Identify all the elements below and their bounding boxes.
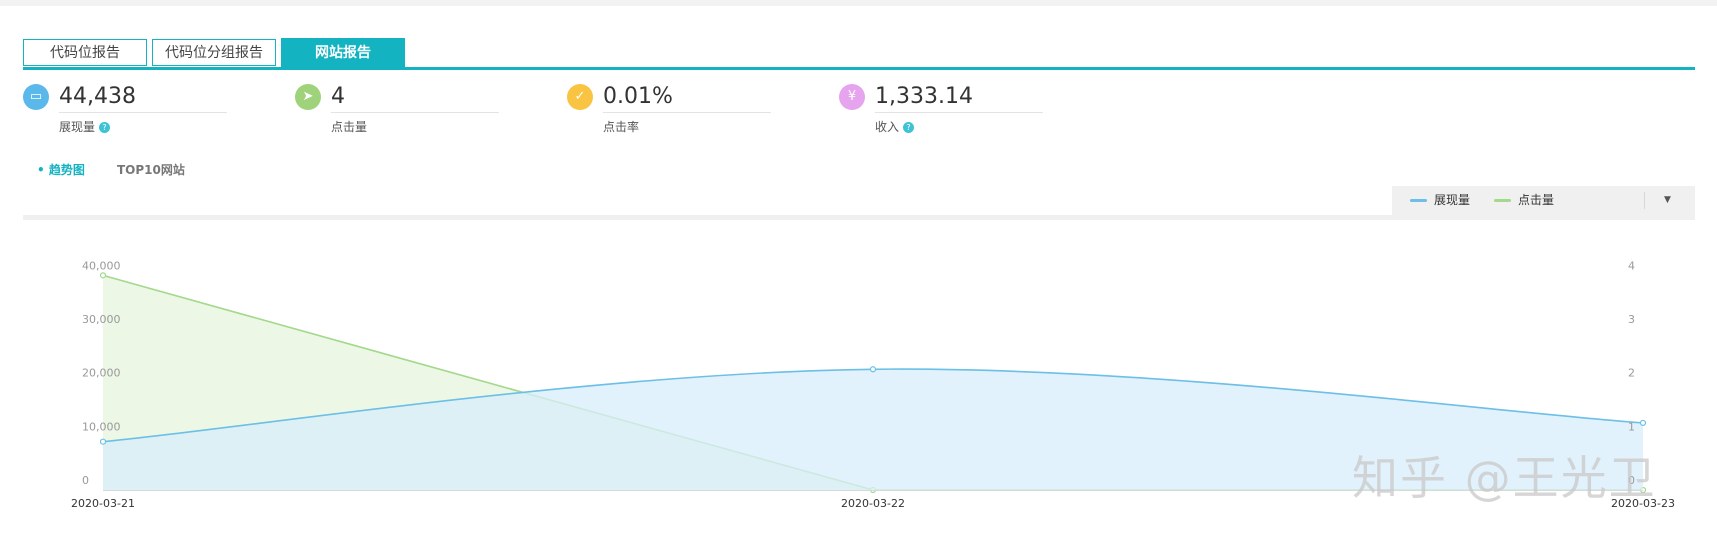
chevron-down-icon[interactable]: ▼ bbox=[1664, 195, 1671, 205]
y-left-tick-label: 20,000 bbox=[82, 367, 121, 380]
metric-value: 1,333.14 bbox=[875, 82, 1043, 113]
series-area-impressions bbox=[103, 369, 1643, 490]
metric-label: 点击量 bbox=[331, 120, 368, 134]
data-point-impressions bbox=[869, 366, 877, 373]
x-tick-label: 2020-03-21 bbox=[71, 497, 135, 510]
tab-ad-slot-group-report[interactable]: 代码位分组报告 bbox=[152, 39, 276, 66]
trend-chart: 0 10,000 20,000 30,000 40,000 0 1 2 3 4 2020-03-21… bbox=[71, 259, 1675, 510]
y-right-tick-label: 0 bbox=[1628, 474, 1635, 487]
y-left-tick-label: 30,000 bbox=[82, 313, 121, 326]
data-point-clicks bbox=[99, 272, 107, 279]
metric-clicks: ➤ 4 点击量 bbox=[295, 82, 505, 138]
legend-item-impressions[interactable]: 展现量 bbox=[1410, 186, 1470, 215]
legend-divider bbox=[1644, 192, 1645, 209]
chart-legend: 展现量 点击量 ▼ bbox=[1392, 186, 1695, 215]
watermark: 知乎 @王光卫 bbox=[1352, 451, 1657, 505]
data-point-impressions bbox=[1639, 419, 1647, 427]
metric-ctr: ✓ 0.01% 点击率 bbox=[567, 82, 777, 138]
metric-revenue: ¥ 1,333.14 收入? bbox=[839, 82, 1049, 138]
metric-value: 4 bbox=[331, 82, 499, 113]
metric-label: 展现量? bbox=[59, 118, 111, 135]
tab-underline bbox=[23, 67, 1695, 70]
data-point-impressions bbox=[99, 438, 107, 445]
tab-website-report[interactable]: 网站报告 bbox=[281, 38, 405, 67]
metric-label: 点击率 bbox=[603, 120, 640, 134]
y-right-tick-label: 4 bbox=[1628, 259, 1635, 272]
y-left-tick-label: 40,000 bbox=[82, 259, 121, 272]
report-tabs: 代码位报告 代码位分组报告 网站报告 bbox=[23, 38, 1695, 68]
help-icon[interactable]: ? bbox=[903, 122, 915, 133]
cursor-icon: ➤ bbox=[295, 84, 321, 110]
top-bar bbox=[0, 0, 1717, 6]
yen-icon: ¥ bbox=[839, 84, 865, 110]
legend-swatch bbox=[1494, 199, 1511, 202]
x-tick-label: 2020-03-23 bbox=[1611, 497, 1675, 510]
y-right-tick-label: 1 bbox=[1628, 420, 1635, 433]
check-icon: ✓ bbox=[567, 84, 593, 110]
y-left-tick-label: 0 bbox=[82, 474, 89, 487]
tab-trend-chart[interactable]: • 趋势图 bbox=[37, 163, 85, 177]
legend-swatch bbox=[1410, 199, 1427, 202]
tab-top10-websites[interactable]: TOP10网站 bbox=[117, 163, 185, 177]
metric-label: 收入? bbox=[875, 118, 915, 135]
y-right-tick-label: 2 bbox=[1628, 367, 1635, 380]
tab-ad-slot-report[interactable]: 代码位报告 bbox=[23, 39, 147, 66]
y-right-tick-label: 3 bbox=[1628, 313, 1635, 326]
x-tick-label: 2020-03-22 bbox=[841, 497, 905, 510]
legend-item-clicks[interactable]: 点击量 bbox=[1494, 186, 1554, 215]
metric-value: 44,438 bbox=[59, 82, 227, 113]
chart-header-divider bbox=[23, 215, 1695, 220]
help-icon[interactable]: ? bbox=[99, 122, 111, 133]
window-icon: ▭ bbox=[23, 84, 49, 110]
metric-value: 0.01% bbox=[603, 82, 771, 113]
metric-impressions: ▭ 44,438 展现量? bbox=[23, 82, 233, 138]
y-left-tick-label: 10,000 bbox=[82, 420, 121, 433]
